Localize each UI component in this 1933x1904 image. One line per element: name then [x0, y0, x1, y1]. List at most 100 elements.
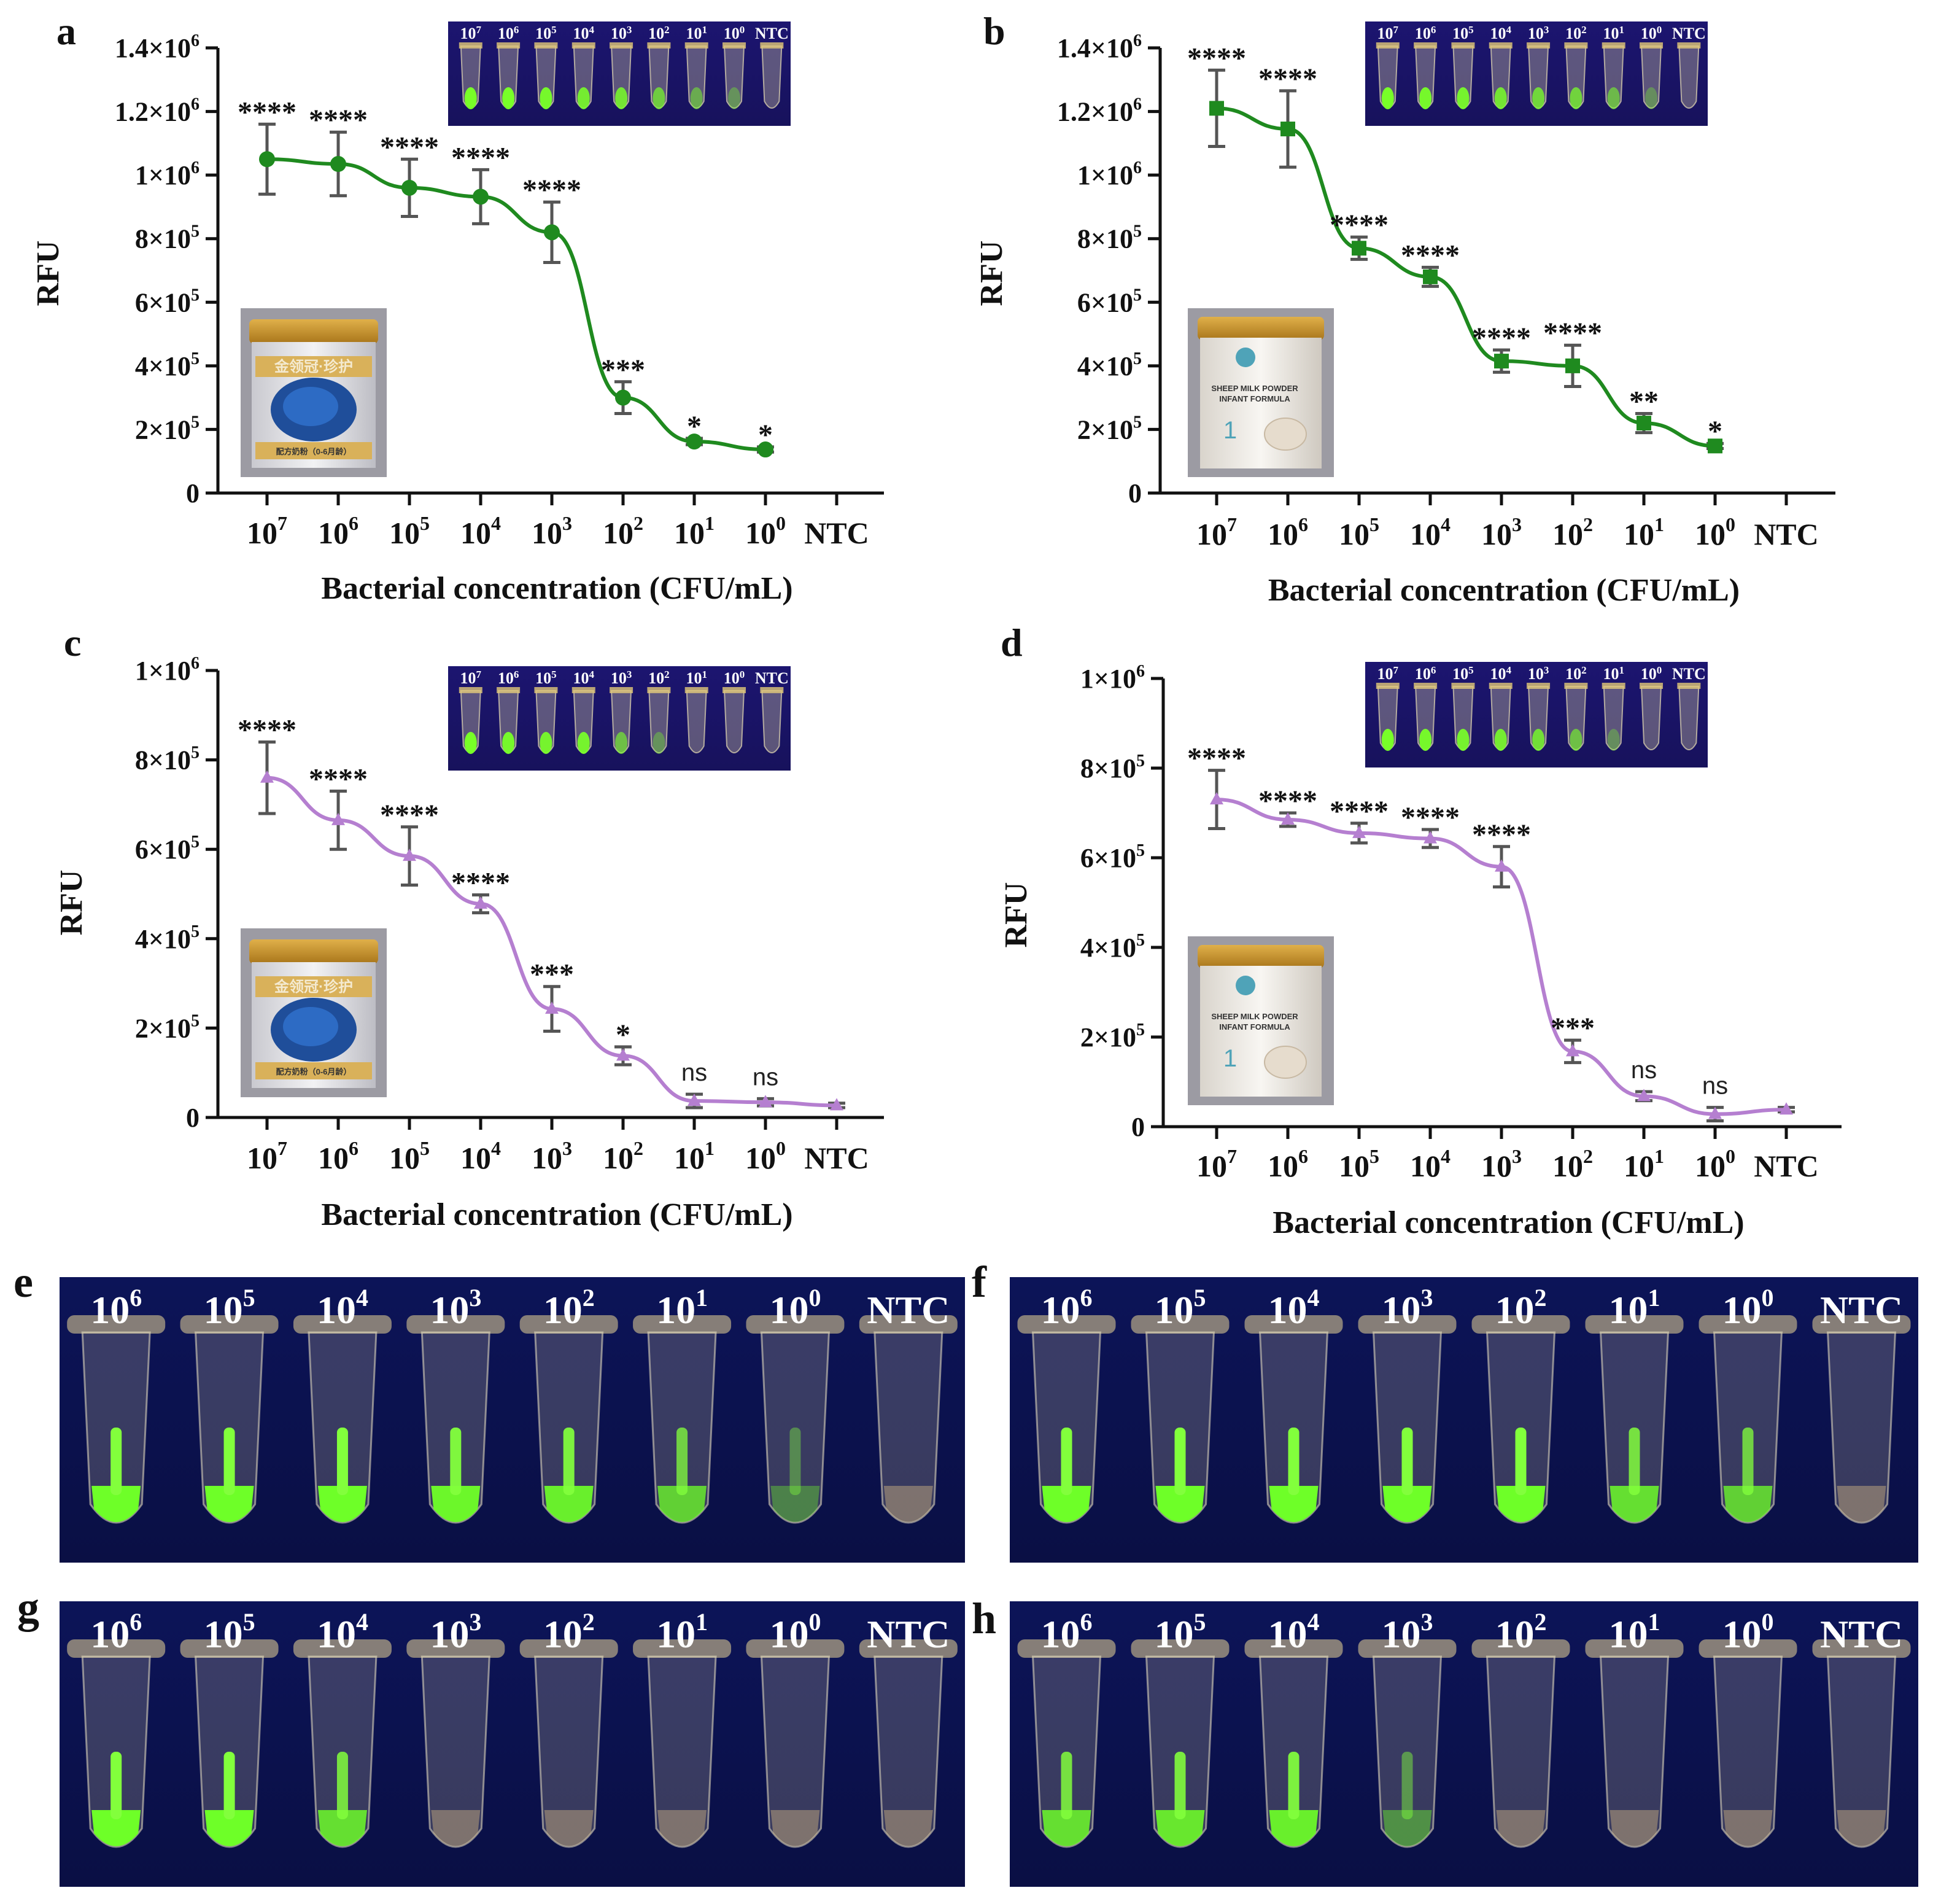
- inset-tube-cap: [1640, 42, 1664, 49]
- inset-tube-fluorescence: [1381, 87, 1394, 109]
- inset-tube: 107: [459, 669, 482, 754]
- inset-tube: 106: [497, 24, 521, 109]
- inset-tube-label: 104: [1490, 24, 1511, 42]
- tube-fluorescence: [676, 1428, 688, 1495]
- inset-tube: NTC: [1672, 25, 1706, 109]
- inset-tube-cap: [722, 42, 746, 49]
- can-text: SHEEP MILK POWDER: [1211, 1012, 1298, 1021]
- data-point: [1423, 269, 1438, 284]
- x-tick-label: 105: [1339, 513, 1379, 551]
- tube-body: [1826, 1331, 1897, 1524]
- can-text: INFANT FORMULA: [1219, 394, 1290, 403]
- photo-tube: [1131, 1639, 1230, 1848]
- photo-tube: [1812, 1639, 1911, 1848]
- inset-tube: 104: [571, 669, 595, 754]
- inset-tube-label: 102: [648, 669, 670, 687]
- y-tick-label: 4×105: [135, 922, 199, 954]
- tube-cap: [1244, 1639, 1343, 1658]
- inset-tube-body: [761, 690, 783, 753]
- tube-label: 106: [1041, 1608, 1093, 1656]
- significance-label: *: [687, 410, 702, 443]
- data-point: [1637, 416, 1651, 431]
- inset-tube-fluorescence: [1532, 87, 1545, 109]
- y-tick-label: 2×105: [1080, 1020, 1145, 1052]
- inset-tube: 102: [1564, 24, 1588, 109]
- photo-tube: [293, 1639, 392, 1848]
- significance-label: *: [758, 419, 773, 451]
- y-tick-label: 6×105: [135, 286, 199, 317]
- photo-tube: [1699, 1639, 1797, 1848]
- inset-tube-cap: [571, 687, 595, 693]
- x-tick-label: 104: [460, 512, 501, 550]
- inset-tube-cap: [1564, 683, 1588, 689]
- can-lid: [249, 319, 378, 344]
- tube-label: 105: [204, 1284, 255, 1332]
- inset-tube-fluorescence: [1607, 87, 1620, 109]
- tube-liquid: [1496, 1486, 1546, 1522]
- tube-cap: [1358, 1639, 1457, 1658]
- x-tick-label: 104: [1410, 1145, 1451, 1183]
- tube-fluorescence: [1515, 1428, 1527, 1495]
- tube-liquid: [1042, 1810, 1091, 1846]
- tube-cap: [1471, 1639, 1570, 1658]
- inset-tube-fluorescence: [464, 87, 477, 109]
- tube-liquid: [1837, 1810, 1886, 1846]
- inset-tube-fluorescence: [577, 732, 590, 754]
- tube-fluorescence: [110, 1752, 122, 1819]
- photo-tube: [633, 1315, 732, 1524]
- significance-label: ns: [753, 1063, 778, 1090]
- tube-liquid: [657, 1810, 707, 1846]
- y-axis-title: RFU: [31, 241, 66, 306]
- can-stage-number: 1: [1223, 417, 1237, 444]
- inset-tube-fluorescence: [615, 87, 628, 109]
- inset-tube-fluorescence: [728, 87, 741, 109]
- tube-label: 100: [769, 1608, 821, 1656]
- inset-tube-label: 105: [1452, 664, 1474, 683]
- inset-tube: 102: [1564, 664, 1588, 751]
- y-tick-label: 2×105: [1077, 413, 1142, 445]
- photo-tube: [406, 1315, 505, 1524]
- data-point: [1566, 1044, 1579, 1057]
- data-point: [259, 151, 275, 168]
- tube-liquid: [883, 1486, 933, 1522]
- photo-tube: [1017, 1639, 1116, 1848]
- data-point: [1708, 1106, 1722, 1119]
- inset-tube-cap: [1602, 683, 1625, 689]
- inset-tube-cap: [647, 687, 671, 693]
- x-tick-label: 105: [389, 512, 430, 550]
- can-stage-number: 1: [1223, 1045, 1237, 1072]
- y-tick-label: 1.4×106: [115, 31, 199, 63]
- inset-tube-cap: [1489, 683, 1513, 689]
- inset-tube: 103: [610, 669, 633, 754]
- y-tick-label: 2×105: [135, 413, 199, 445]
- can-lid: [1198, 317, 1324, 340]
- inset-tube: 103: [610, 24, 633, 109]
- photo-tube: [1471, 1315, 1570, 1524]
- panel-letter: h: [972, 1594, 996, 1643]
- x-tick-label: NTC: [1754, 1149, 1819, 1183]
- inset-tube-label: 107: [460, 669, 482, 687]
- inset-tube-fluorescence: [1494, 729, 1507, 751]
- data-point: [260, 770, 274, 783]
- inset-tube: 100: [722, 669, 746, 753]
- tube-liquid: [91, 1486, 141, 1522]
- inset-tube-label: NTC: [755, 669, 789, 687]
- inset-tube-label: 106: [1415, 664, 1436, 683]
- x-tick-label: 103: [1481, 1145, 1522, 1183]
- tube-label: 103: [1382, 1608, 1433, 1656]
- x-tick-label: 107: [247, 1137, 287, 1175]
- y-tick-label: 1.2×106: [115, 95, 199, 127]
- tube-cap: [1244, 1315, 1343, 1334]
- tube-fluorescence: [1061, 1428, 1072, 1495]
- significance-label: ****: [309, 104, 368, 136]
- data-point: [830, 1098, 843, 1111]
- tube-liquid: [317, 1486, 367, 1522]
- inset-tube-fluorescence: [1457, 87, 1470, 109]
- inset-tube-label: 106: [498, 24, 519, 42]
- tube-cap: [406, 1639, 505, 1658]
- tube-label: NTC: [1820, 1612, 1903, 1656]
- photo-tube: [67, 1315, 166, 1524]
- tube-body: [647, 1655, 717, 1848]
- photo-tube: [180, 1315, 279, 1524]
- chart-panel-d: d 107 106 105 104 103 102 101 100 NTC SHEEP MILK P…: [999, 621, 1842, 1240]
